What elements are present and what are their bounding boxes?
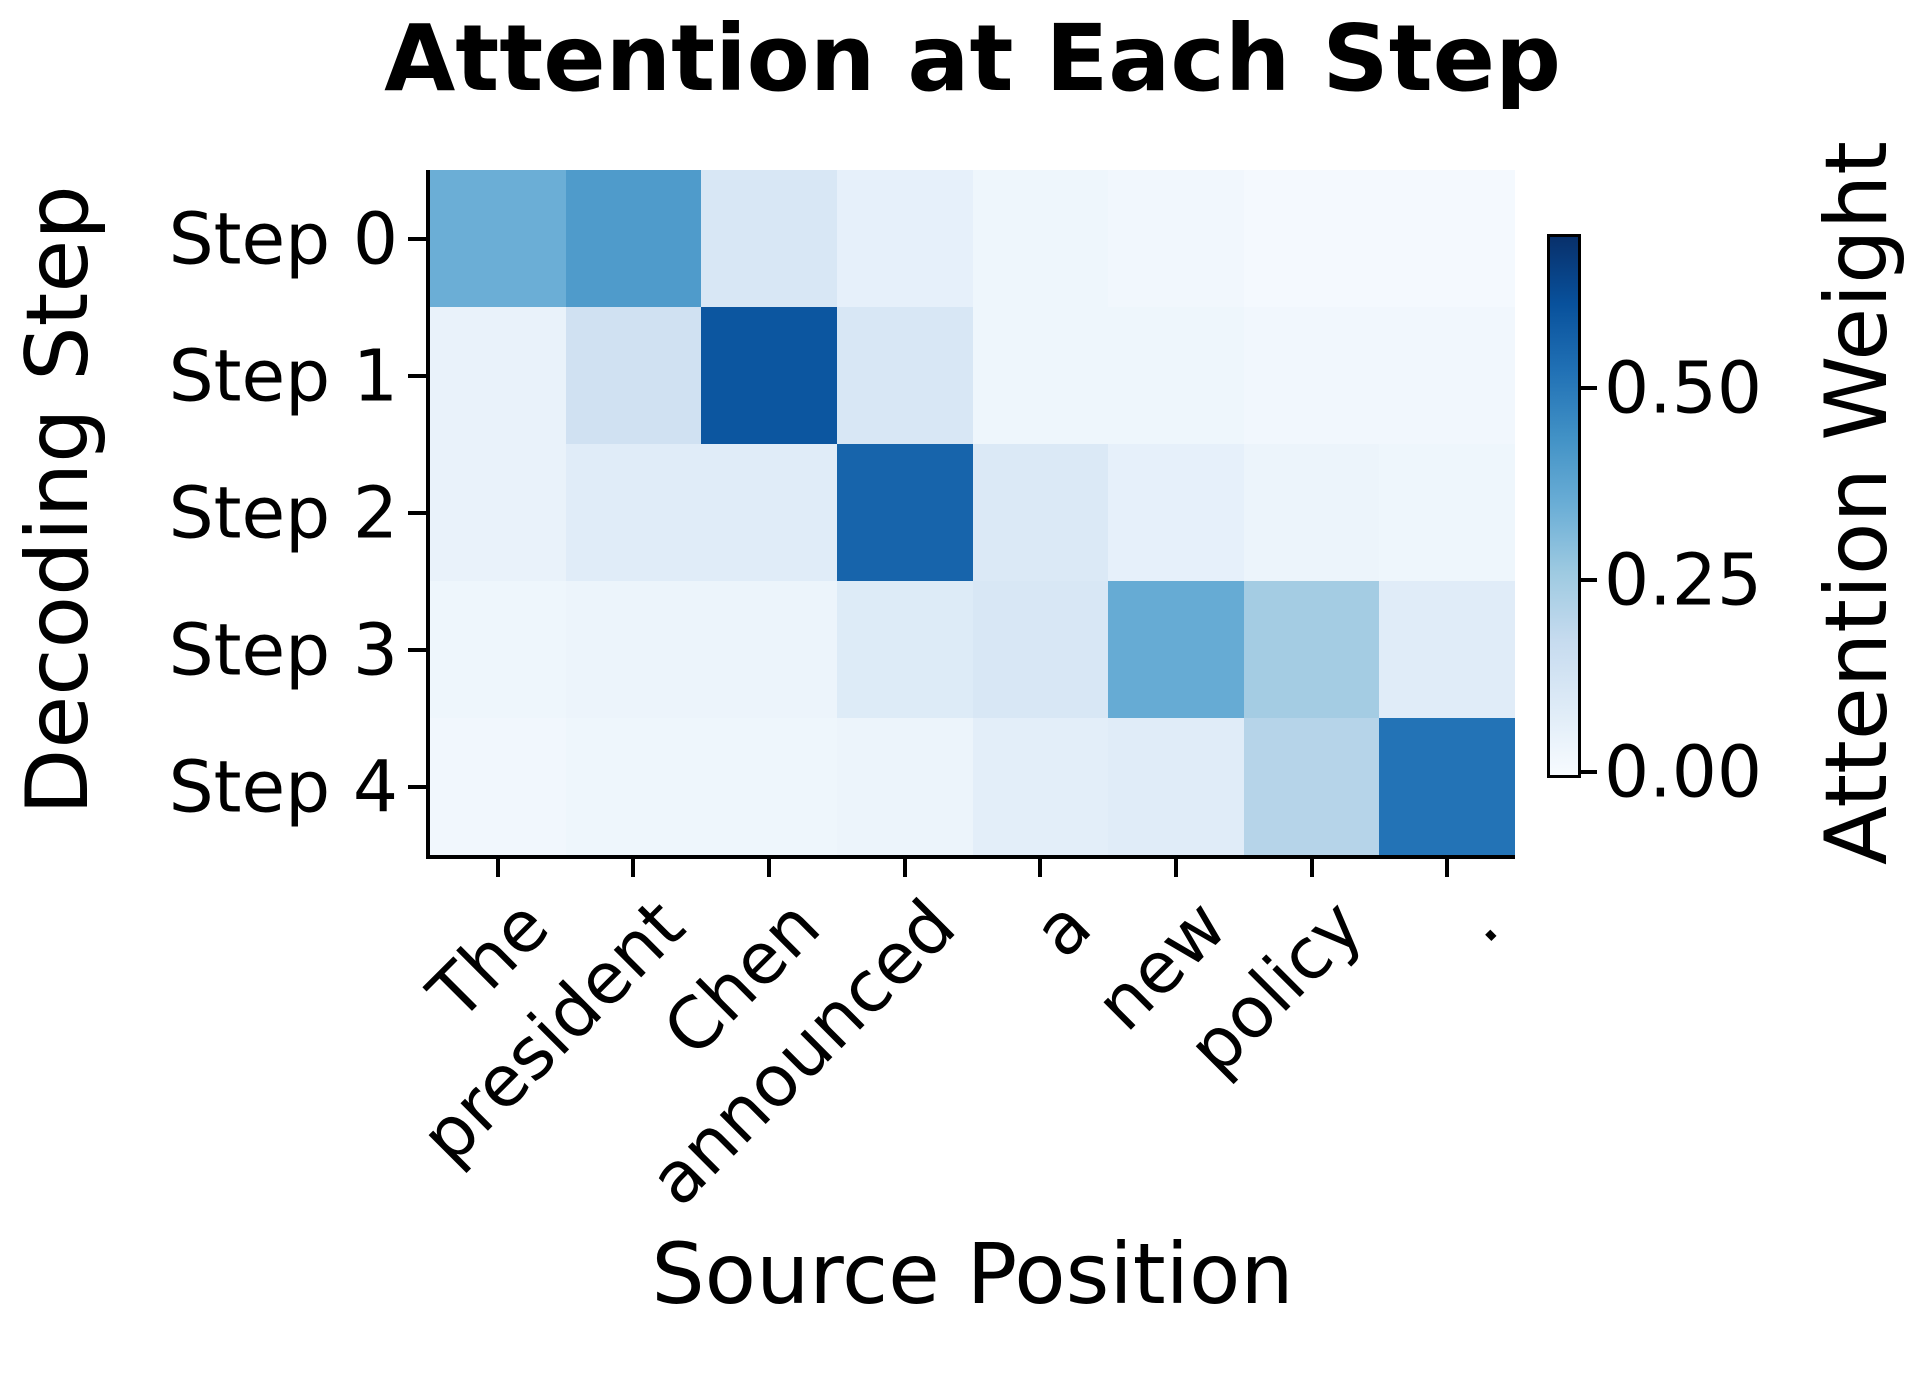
heatmap-cell-step3-Chen — [701, 581, 837, 718]
heatmap-cell-step4-policy — [1243, 718, 1380, 855]
heatmap-cell-step0-a — [972, 170, 1109, 307]
heatmap-cell-step1-policy — [1243, 307, 1380, 444]
y-tick-label-2: Step 2 — [168, 471, 398, 554]
chart-title: Attention at Each Step — [384, 5, 1561, 112]
colorbar-tick-label-0.50: 0.50 — [1604, 346, 1763, 430]
heatmap-cell-step0-announced — [836, 170, 973, 307]
colorbar — [1547, 234, 1581, 778]
heatmap-cell-step4-Chen — [701, 718, 837, 855]
colorbar-tick-label-0.25: 0.25 — [1604, 538, 1763, 622]
heatmap-cell-step1-. — [1379, 307, 1515, 444]
x-tick-label-dot: . — [1438, 883, 1514, 959]
y-tick — [408, 510, 430, 515]
heatmap-grid — [426, 170, 1515, 859]
y-tick-label-1: Step 1 — [168, 334, 398, 417]
heatmap-cell-step3-policy — [1243, 581, 1380, 718]
x-tick-label-a: a — [1017, 883, 1107, 974]
heatmap-cell-step1-a — [972, 307, 1109, 444]
heatmap-cell-step2-The — [430, 444, 566, 581]
y-tick — [408, 647, 430, 652]
heatmap-cell-step4-a — [972, 718, 1109, 855]
heatmap-cell-step3-a — [972, 581, 1109, 718]
heatmap-cell-step2-president — [565, 444, 702, 581]
heatmap-cell-step4-president — [565, 718, 702, 855]
y-tick-label-3: Step 3 — [168, 608, 398, 691]
heatmap-cell-step1-announced — [836, 307, 973, 444]
x-tick — [1445, 857, 1450, 877]
x-tick — [1038, 857, 1043, 877]
colorbar-tick — [1581, 385, 1597, 390]
heatmap-cell-step2-a — [972, 444, 1109, 581]
heatmap-cell-step2-Chen — [701, 444, 837, 581]
heatmap-cell-step4-announced — [836, 718, 973, 855]
heatmap-cell-step0-. — [1379, 170, 1515, 307]
heatmap-cell-step0-new — [1108, 170, 1244, 307]
heatmap-cell-step1-The — [430, 307, 566, 444]
x-tick — [495, 857, 500, 877]
x-tick — [767, 857, 772, 877]
heatmap-cell-step3-The — [430, 581, 566, 718]
heatmap-cell-step0-policy — [1243, 170, 1380, 307]
heatmap-cell-step3-president — [565, 581, 702, 718]
heatmap-cell-step0-The — [430, 170, 566, 307]
heatmap-cell-step3-. — [1379, 581, 1515, 718]
x-tick — [1173, 857, 1178, 877]
heatmap-cell-step2-new — [1108, 444, 1244, 581]
y-tick — [408, 373, 430, 378]
heatmap-cell-step2-policy — [1243, 444, 1380, 581]
y-tick-label-0: Step 0 — [168, 197, 398, 280]
heatmap-cell-step1-president — [565, 307, 702, 444]
heatmap-cell-step1-Chen — [701, 307, 837, 444]
colorbar-tick — [1581, 770, 1597, 774]
heatmap-cell-step4-new — [1108, 718, 1244, 855]
heatmap-cell-step4-. — [1379, 718, 1515, 855]
heatmap-cell-step3-announced — [836, 581, 973, 718]
y-tick-label-4: Step 4 — [168, 745, 398, 828]
x-tick — [631, 857, 636, 877]
heatmap-cell-step1-new — [1108, 307, 1244, 444]
x-axis-label: Source Position — [651, 1225, 1294, 1323]
heatmap-cell-step2-. — [1379, 444, 1515, 581]
x-tick — [1309, 857, 1314, 877]
heatmap-cell-step3-new — [1108, 581, 1244, 718]
heatmap-cell-step4-The — [430, 718, 566, 855]
colorbar-tick — [1581, 577, 1597, 582]
heatmap-cell-step0-Chen — [701, 170, 837, 307]
colorbar-label: Attention Weight — [1807, 141, 1907, 865]
heatmap-cell-step2-announced — [836, 444, 973, 581]
colorbar-tick-label-0.00: 0.00 — [1604, 730, 1763, 814]
y-axis-label: Decoding Step — [8, 185, 108, 815]
x-tick — [902, 857, 907, 877]
y-tick — [408, 784, 430, 789]
heatmap-cell-step0-president — [565, 170, 702, 307]
y-tick — [408, 236, 430, 241]
